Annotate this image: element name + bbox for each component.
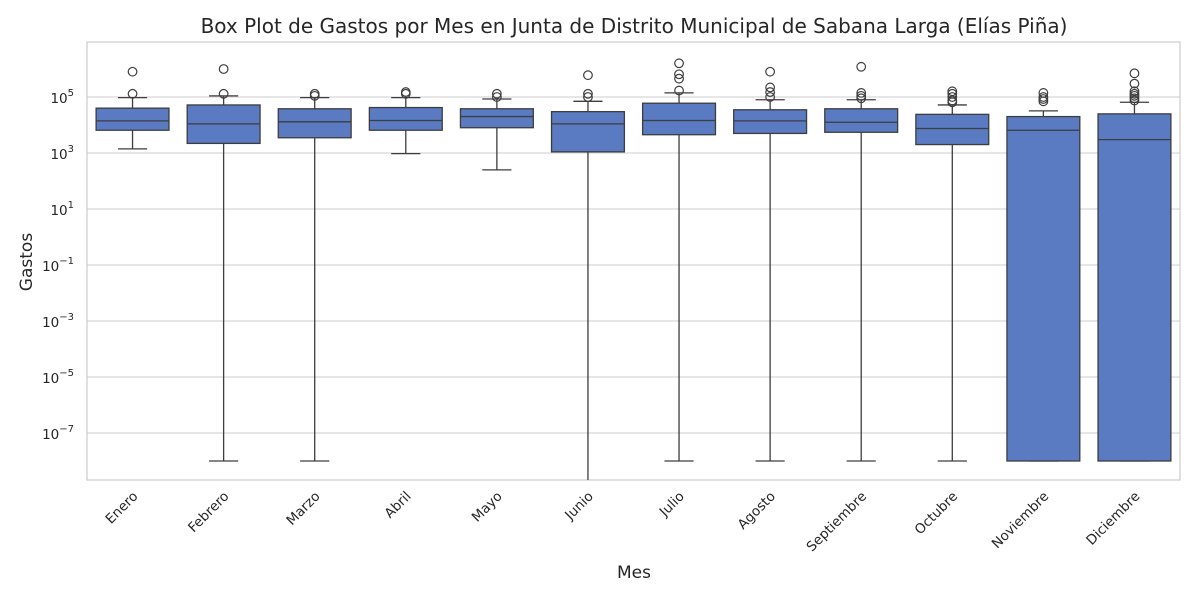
iqr-box: [1006, 115, 1081, 462]
outlier-point: [947, 86, 958, 97]
iqr-box: [824, 108, 899, 133]
iqr-box: [915, 113, 990, 146]
y-ticks: 105 103 101 10−1 10−3 10−5 10−7: [42, 88, 74, 443]
outlier-point: [674, 85, 684, 96]
outlier-point: [1129, 68, 1140, 79]
iqr-box: [1097, 113, 1172, 462]
y-tick-label: 105: [50, 88, 74, 107]
box-diciembre: [1097, 68, 1172, 462]
outlier-point: [1129, 93, 1140, 104]
outlier-point: [583, 88, 593, 99]
outlier-point: [765, 87, 776, 97]
boxes-layer: [95, 58, 1172, 480]
outlier-point: [1038, 88, 1049, 98]
outlier-point: [765, 82, 776, 93]
box-mayo: [459, 88, 534, 171]
iqr-box: [277, 108, 352, 139]
outlier-point: [1129, 86, 1140, 97]
outlier-point: [218, 64, 229, 74]
outlier-point: [856, 61, 867, 72]
outlier-point: [1129, 88, 1140, 99]
outlier-point: [583, 70, 593, 81]
outlier-point: [856, 93, 867, 104]
box-agosto: [733, 66, 808, 462]
grid-lines: [87, 96, 1180, 434]
iqr-box: [641, 102, 717, 136]
outlier-point: [856, 90, 867, 101]
iqr-box: [550, 110, 626, 153]
outlier-point: [127, 88, 138, 99]
outlier-point: [765, 66, 776, 77]
y-tick-label: 10−5: [42, 368, 74, 387]
box-noviembre: [1006, 88, 1081, 462]
plot-frame: [86, 41, 1181, 481]
iqr-box: [733, 109, 808, 135]
box-octubre: [915, 86, 990, 462]
chart-title: Box Plot de Gastos por Mes en Junta de D…: [201, 14, 1068, 38]
iqr-box: [368, 106, 443, 131]
outlier-point: [583, 92, 593, 102]
box-julio: [641, 58, 717, 462]
iqr-box: [459, 108, 534, 129]
box-septiembre: [824, 61, 899, 462]
y-tick-label: 10−3: [42, 312, 74, 331]
y-tick-label: 10−7: [42, 424, 74, 443]
outlier-point: [309, 88, 320, 99]
y-tick-label: 101: [50, 200, 74, 219]
iqr-box: [95, 107, 170, 131]
outlier-point: [1038, 92, 1049, 102]
outlier-point: [674, 69, 684, 80]
y-axis-label: Gastos: [17, 233, 37, 292]
outlier-point: [400, 87, 411, 97]
x-axis-label: Mes: [617, 563, 651, 583]
y-tick-label: 103: [50, 144, 74, 163]
outlier-point: [674, 58, 684, 69]
outlier-point: [218, 88, 229, 99]
box-abril: [368, 87, 443, 155]
box-junio: [550, 70, 626, 480]
outlier-point: [1129, 78, 1140, 89]
outlier-point: [765, 92, 776, 102]
outlier-point: [947, 95, 958, 106]
outlier-point: [947, 92, 958, 102]
outlier-point: [127, 66, 138, 77]
box-enero: [95, 66, 170, 150]
box-febrero: [186, 64, 261, 462]
outlier-point: [674, 73, 684, 84]
y-tick-label: 10−1: [42, 256, 74, 275]
outlier-point: [491, 92, 502, 102]
outlier-point: [491, 88, 502, 99]
box-marzo: [277, 88, 352, 462]
outlier-point: [947, 88, 958, 99]
outlier-point: [856, 88, 867, 98]
